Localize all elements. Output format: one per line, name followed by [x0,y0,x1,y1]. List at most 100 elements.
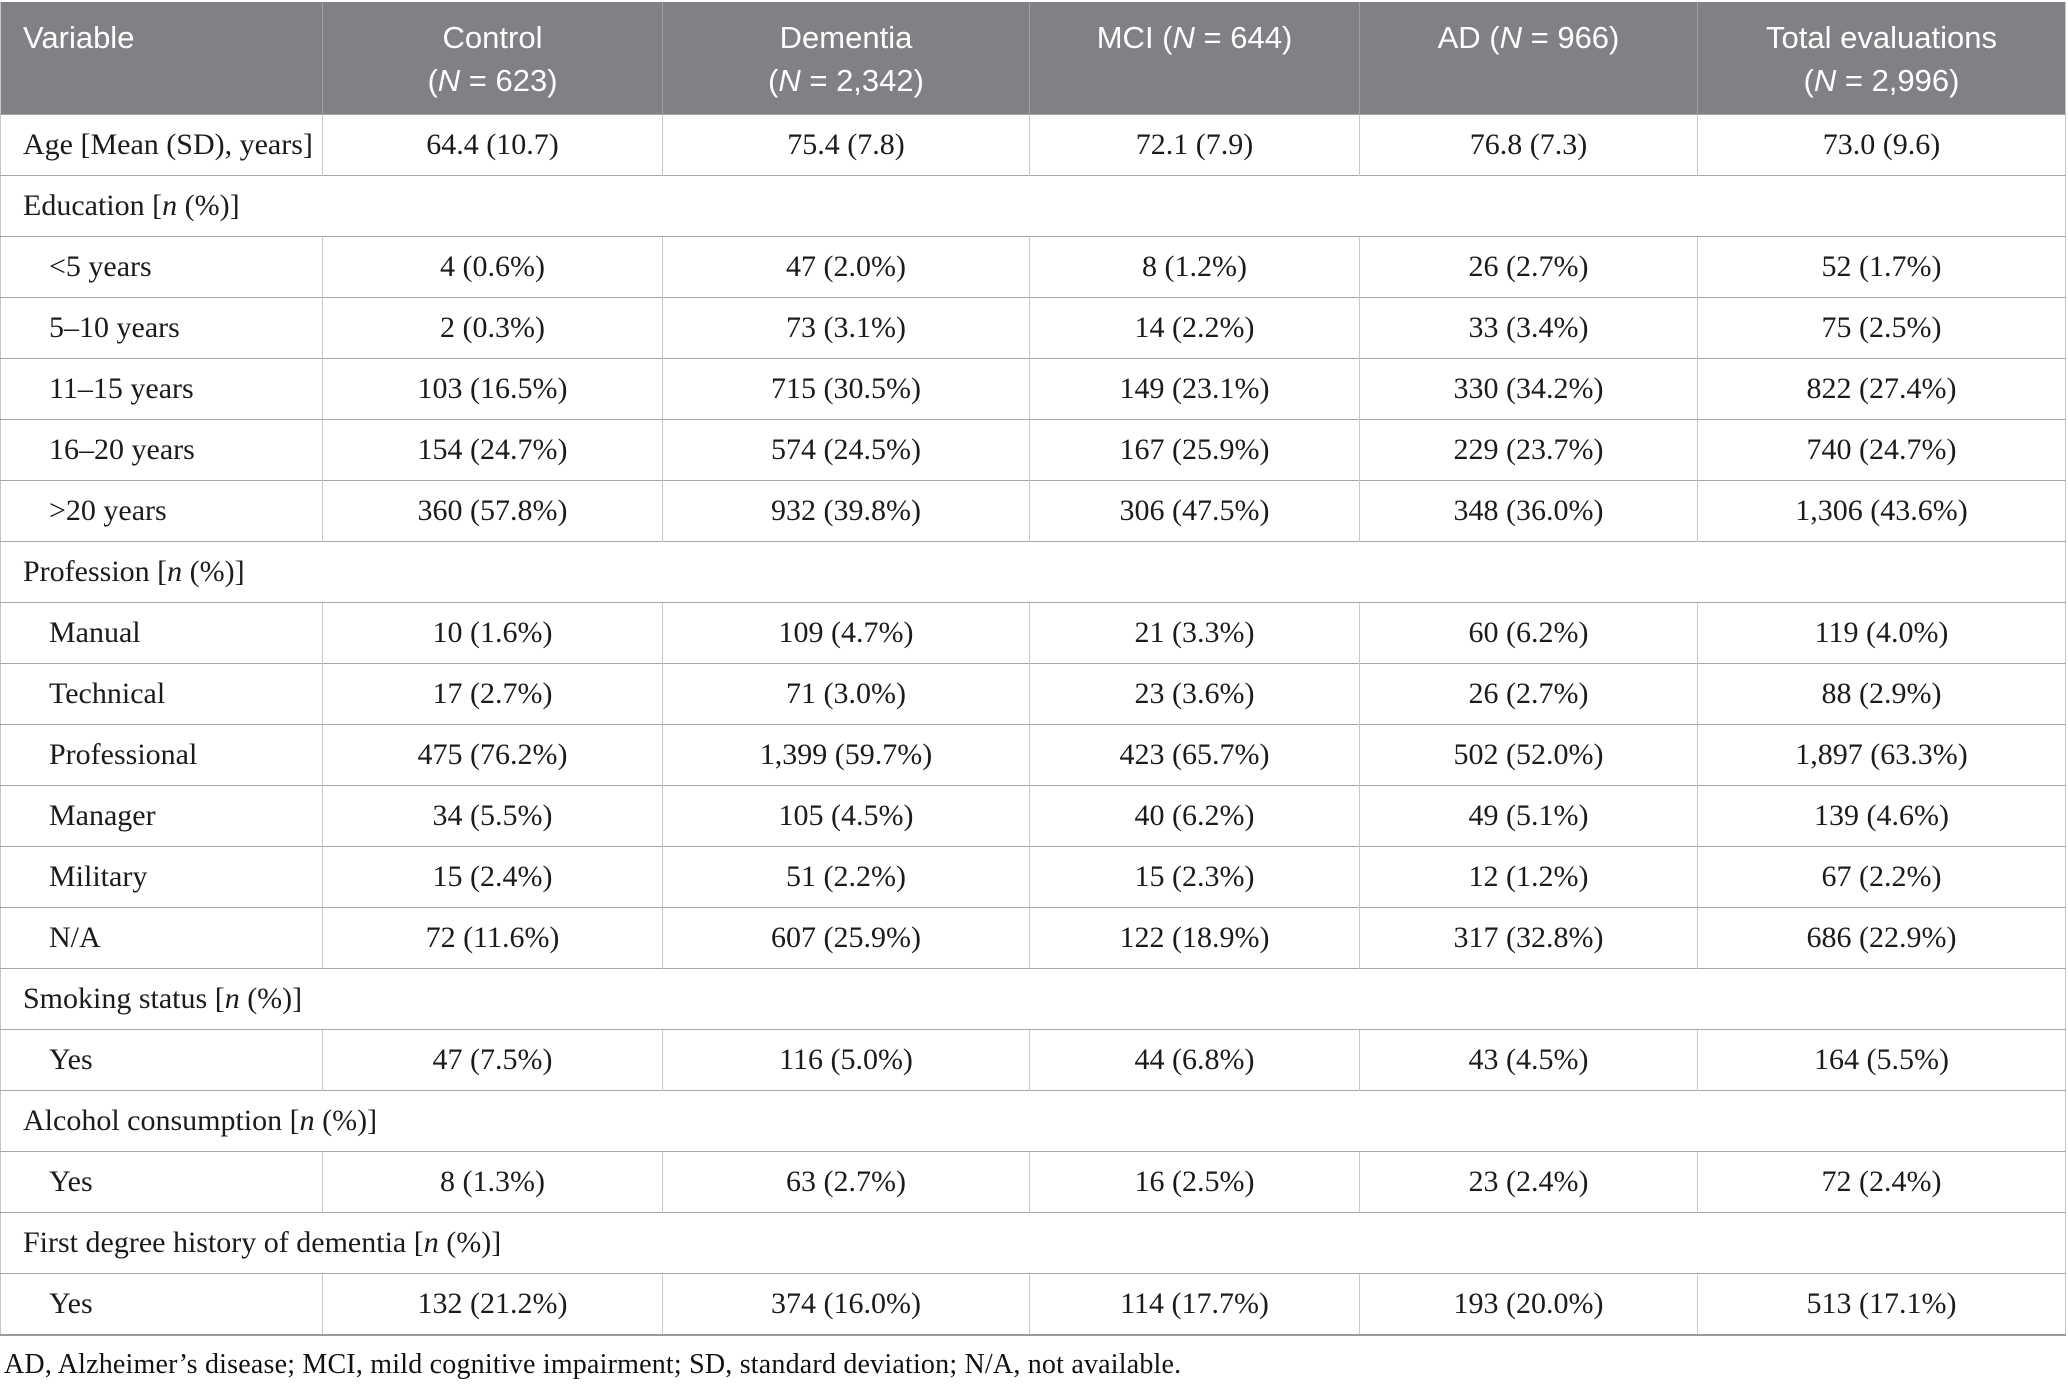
table-header: Variable Control (N = 623) Dementia (N = 2,3… [0,2,2066,114]
value-cell: 149 (23.1%) [1029,357,1360,419]
row-label: Yes [0,1028,323,1090]
table-body: Age [Mean (SD), years] 64.4 (10.7) 75.4 (7… [0,113,2066,1335]
value-cell: 686 (22.9%) [1697,906,2066,968]
table-row: Military 15 (2.4%) 51 (2.2%) 15 (2.3%) 12 (1… [0,845,2066,907]
column-header-control: Control (N = 623) [322,2,663,114]
table-row: 16–20 years 154 (24.7%) 574 (24.5%) 167 (25… [0,418,2066,480]
value-cell: 51 (2.2%) [662,845,1030,907]
value-cell: 1,399 (59.7%) [662,723,1030,785]
row-label: Manager [0,784,323,846]
section-row: Alcohol consumption [n (%)] [0,1089,2066,1151]
row-label: Technical [0,662,323,724]
row-label: Manual [0,601,323,663]
table-row: <5 years 4 (0.6%) 47 (2.0%) 8 (1.2%) 26 (2.7… [0,235,2066,297]
value-cell: 574 (24.5%) [662,418,1030,480]
footnote: AD, Alzheimer’s disease; MCI, mild cogni… [4,1348,1182,1380]
value-cell: 2 (0.3%) [322,296,663,358]
section-label: Education [n (%)] [0,174,2066,236]
header-row: Variable Control (N = 623) Dementia (N = 2,3… [0,2,2066,114]
section-row: Smoking status [n (%)] [0,967,2066,1029]
value-cell: 229 (23.7%) [1359,418,1698,480]
value-cell: 75 (2.5%) [1697,296,2066,358]
value-cell: 502 (52.0%) [1359,723,1698,785]
value-cell: 105 (4.5%) [662,784,1030,846]
value-cell: 139 (4.6%) [1697,784,2066,846]
value-cell: 932 (39.8%) [662,479,1030,541]
value-cell: 67 (2.2%) [1697,845,2066,907]
table-row: 5–10 years 2 (0.3%) 73 (3.1%) 14 (2.2%) 33 (… [0,296,2066,358]
value-cell: 4 (0.6%) [322,235,663,297]
value-cell: 72 (2.4%) [1697,1150,2066,1212]
table-row: Yes 132 (21.2%) 374 (16.0%) 114 (17.7%) 193 … [0,1272,2066,1335]
value-cell: 47 (7.5%) [322,1028,663,1090]
value-cell: 63 (2.7%) [662,1150,1030,1212]
value-cell: 122 (18.9%) [1029,906,1360,968]
value-cell: 15 (2.3%) [1029,845,1360,907]
value-cell: 14 (2.2%) [1029,296,1360,358]
value-cell: 8 (1.3%) [322,1150,663,1212]
value-cell: 154 (24.7%) [322,418,663,480]
value-cell: 71 (3.0%) [662,662,1030,724]
value-cell: 193 (20.0%) [1359,1272,1698,1335]
value-cell: 23 (2.4%) [1359,1150,1698,1212]
table-row: Manager 34 (5.5%) 105 (4.5%) 40 (6.2%) 49 (5… [0,784,2066,846]
table-row: Age [Mean (SD), years] 64.4 (10.7) 75.4 (7… [0,113,2066,175]
row-label: 5–10 years [0,296,323,358]
row-label: N/A [0,906,323,968]
column-header-mci: MCI (N = 644) [1029,2,1360,114]
value-cell: 317 (32.8%) [1359,906,1698,968]
value-cell: 21 (3.3%) [1029,601,1360,663]
value-cell: 12 (1.2%) [1359,845,1698,907]
value-cell: 17 (2.7%) [322,662,663,724]
row-label: 11–15 years [0,357,323,419]
row-label: >20 years [0,479,323,541]
value-cell: 16 (2.5%) [1029,1150,1360,1212]
column-header-total: Total evaluations (N = 2,996) [1697,2,2066,114]
table-row: Yes 8 (1.3%) 63 (2.7%) 16 (2.5%) 23 (2.4%) 72… [0,1150,2066,1212]
value-cell: 33 (3.4%) [1359,296,1698,358]
value-cell: 348 (36.0%) [1359,479,1698,541]
section-label: Profession [n (%)] [0,540,2066,602]
value-cell: 10 (1.6%) [322,601,663,663]
table-row: Technical 17 (2.7%) 71 (3.0%) 23 (3.6%) 26 (… [0,662,2066,724]
value-cell: 64.4 (10.7) [322,113,663,175]
section-label: Smoking status [n (%)] [0,967,2066,1029]
value-cell: 330 (34.2%) [1359,357,1698,419]
section-label: Alcohol consumption [n (%)] [0,1089,2066,1151]
row-label: Yes [0,1272,323,1335]
value-cell: 132 (21.2%) [322,1272,663,1335]
table-row: Professional 475 (76.2%) 1,399 (59.7%) 423 … [0,723,2066,785]
value-cell: 374 (16.0%) [662,1272,1030,1335]
value-cell: 116 (5.0%) [662,1028,1030,1090]
value-cell: 49 (5.1%) [1359,784,1698,846]
value-cell: 72.1 (7.9) [1029,113,1360,175]
value-cell: 40 (6.2%) [1029,784,1360,846]
value-cell: 164 (5.5%) [1697,1028,2066,1090]
value-cell: 88 (2.9%) [1697,662,2066,724]
section-row: Profession [n (%)] [0,540,2066,602]
column-header-variable: Variable [0,2,323,114]
value-cell: 513 (17.1%) [1697,1272,2066,1335]
value-cell: 8 (1.2%) [1029,235,1360,297]
row-label: 16–20 years [0,418,323,480]
table-row: 11–15 years 103 (16.5%) 715 (30.5%) 149 (23… [0,357,2066,419]
value-cell: 15 (2.4%) [322,845,663,907]
value-cell: 360 (57.8%) [322,479,663,541]
section-row: Education [n (%)] [0,174,2066,236]
section-label: First degree history of dementia [n (%)] [0,1211,2066,1273]
table-row: Yes 47 (7.5%) 116 (5.0%) 44 (6.8%) 43 (4.5%)… [0,1028,2066,1090]
row-label: Military [0,845,323,907]
row-label: <5 years [0,235,323,297]
section-row: First degree history of dementia [n (%)] [0,1211,2066,1273]
value-cell: 715 (30.5%) [662,357,1030,419]
table-row: N/A 72 (11.6%) 607 (25.9%) 122 (18.9%) 317 (… [0,906,2066,968]
value-cell: 72 (11.6%) [322,906,663,968]
column-header-ad: AD (N = 966) [1359,2,1698,114]
row-label: Yes [0,1150,323,1212]
value-cell: 607 (25.9%) [662,906,1030,968]
column-header-dementia: Dementia (N = 2,342) [662,2,1030,114]
value-cell: 34 (5.5%) [322,784,663,846]
demographics-table: Variable Control (N = 623) Dementia (N = 2,3… [0,2,2066,1336]
value-cell: 423 (65.7%) [1029,723,1360,785]
